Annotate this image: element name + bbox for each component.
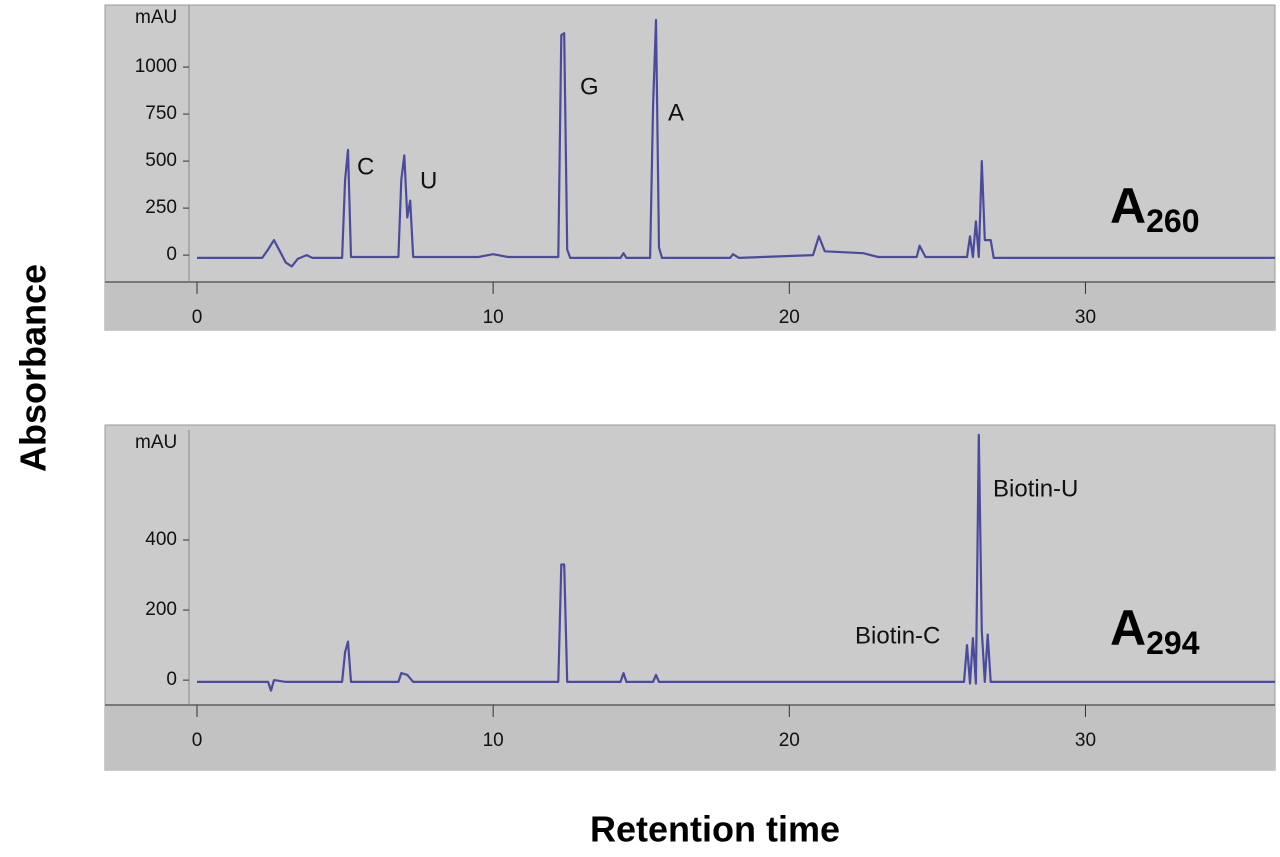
panel-background xyxy=(104,4,1276,331)
y-tick-label: 750 xyxy=(145,103,177,124)
y-axis-title: Absorbance xyxy=(13,264,54,472)
panel-label-sub: 260 xyxy=(1146,203,1199,239)
unit-label: mAU xyxy=(135,432,177,453)
peak-label: Biotin-C xyxy=(855,622,940,649)
y-tick-label: 1000 xyxy=(135,56,177,77)
x-tick-label: 0 xyxy=(192,730,203,751)
y-tick-label: 0 xyxy=(166,669,177,690)
x-axis-title: Retention time xyxy=(590,809,840,850)
panel-label-sub: 294 xyxy=(1146,625,1200,661)
x-tick-label: 0 xyxy=(192,307,203,328)
x-tick-label: 10 xyxy=(483,307,504,328)
x-tick-label: 20 xyxy=(779,730,800,751)
unit-label: mAU xyxy=(135,7,177,28)
peak-label: C xyxy=(357,153,374,180)
peak-label: G xyxy=(580,73,599,100)
panel-label-main: A xyxy=(1110,178,1146,234)
peak-label: A xyxy=(668,99,684,126)
x-tick-label: 30 xyxy=(1075,730,1096,751)
peak-label: Biotin-U xyxy=(993,475,1078,502)
x-tick-label: 10 xyxy=(483,730,504,751)
x-tick-label: 20 xyxy=(779,307,800,328)
data-line xyxy=(197,18,1275,268)
y-tick-label: 250 xyxy=(145,197,177,218)
panel-label-main: A xyxy=(1110,600,1146,656)
data-line xyxy=(197,433,1275,692)
y-tick-label: 0 xyxy=(166,244,177,265)
y-tick-label: 200 xyxy=(145,599,177,620)
peak-label: U xyxy=(420,167,437,194)
panel-label: A294 xyxy=(1110,600,1200,661)
y-tick-label: 400 xyxy=(145,529,177,550)
y-tick-label: 500 xyxy=(145,150,177,171)
panel-label: A260 xyxy=(1110,178,1200,239)
x-axis-band xyxy=(105,282,1275,330)
x-axis-band xyxy=(105,705,1275,770)
x-tick-label: 30 xyxy=(1075,307,1096,328)
